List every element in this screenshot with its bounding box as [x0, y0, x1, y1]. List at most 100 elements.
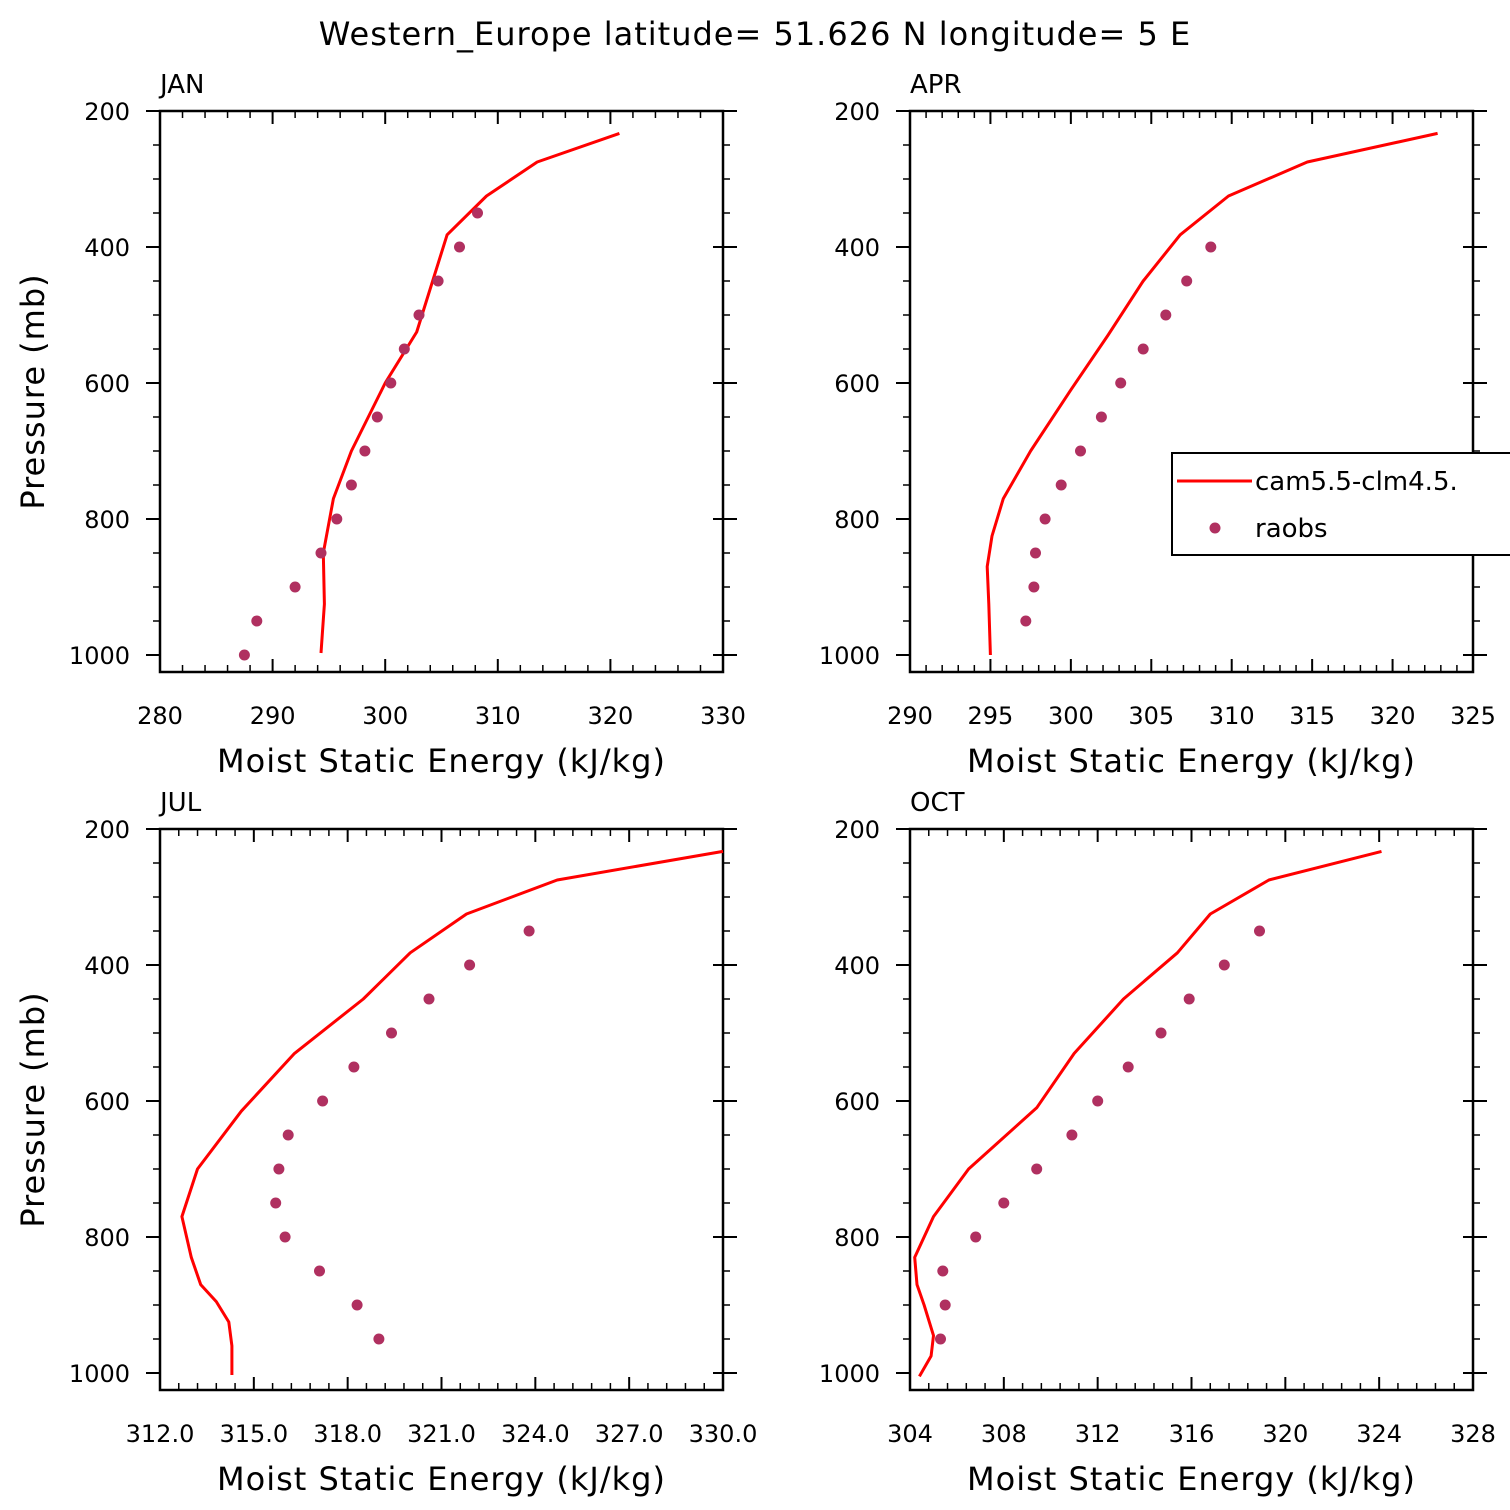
raobs-point — [998, 1197, 1010, 1209]
raobs-point — [398, 343, 410, 355]
raobs-point — [331, 513, 343, 525]
raobs-point — [270, 1197, 282, 1209]
x-tick-label: 330.0 — [689, 1420, 758, 1448]
panels-container: JAN 280 290 300 310 320 330 1000 800 600 400 200 Moi… — [14, 70, 1496, 1498]
raobs-point — [1030, 547, 1041, 559]
raobs-point — [939, 1299, 951, 1311]
raobs-point — [1055, 479, 1067, 491]
model-line — [985, 131, 1438, 656]
raobs-point — [523, 925, 535, 937]
raobs-point — [1039, 513, 1051, 525]
panel-jul: JUL 312.0 315.0 318.0 321.0 324.0 327.0 330.0 10… — [14, 788, 757, 1498]
x-tick-label: 310 — [1209, 702, 1255, 730]
x-tick-label: 290 — [887, 702, 933, 730]
panel-oct: OCT 304 308 312 316 320 324 328 1000 800 600 400 200… — [819, 788, 1496, 1498]
panel-label: JUL — [158, 788, 202, 818]
raobs-point — [373, 1333, 385, 1345]
x-axis-label: Moist Static Energy (kJ/kg) — [217, 1460, 666, 1498]
model-line — [913, 849, 1382, 1378]
raobs-point — [1218, 959, 1230, 971]
legend-box — [1171, 452, 1510, 556]
x-tick-label: 312.0 — [126, 1420, 195, 1448]
panel-label: JAN — [158, 70, 204, 100]
raobs-point — [385, 377, 397, 389]
raobs-point — [413, 309, 425, 321]
x-tick-label: 315.0 — [219, 1420, 288, 1448]
x-axis-label: Moist Static Energy (kJ/kg) — [217, 742, 666, 780]
plot-frame — [908, 109, 1475, 674]
panel-label: OCT — [910, 788, 965, 818]
raobs-point — [1095, 411, 1107, 423]
x-tick-label: 295 — [968, 702, 1014, 730]
raobs-point — [1031, 1163, 1043, 1175]
raobs-point — [970, 1231, 982, 1243]
y-tick-label: 200 — [84, 98, 130, 126]
y-tick-label: 800 — [834, 1224, 880, 1252]
raobs-point — [1028, 581, 1040, 593]
y-tick-label: 1000 — [69, 1360, 130, 1388]
raobs-point — [315, 547, 327, 559]
x-tick-label: 290 — [250, 702, 296, 730]
x-tick-label: 320 — [587, 702, 633, 730]
raobs-point — [464, 959, 476, 971]
raobs-point — [1254, 925, 1265, 937]
y-tick-label: 1000 — [819, 1360, 880, 1388]
y-tick-label: 400 — [84, 234, 130, 262]
raobs-point — [1092, 1095, 1104, 1107]
raobs-point — [348, 1061, 360, 1073]
x-axis-label: Moist Static Energy (kJ/kg) — [967, 742, 1416, 780]
raobs-point — [423, 993, 435, 1005]
x-tick-label: 300 — [1048, 702, 1094, 730]
raobs-point — [1122, 1061, 1134, 1073]
y-tick-label: 600 — [834, 1088, 880, 1116]
y-tick-label: 200 — [834, 816, 880, 844]
raobs-point — [282, 1129, 294, 1141]
raobs-point — [1137, 343, 1149, 355]
x-tick-label: 321.0 — [407, 1420, 476, 1448]
x-tick-label: 324.0 — [501, 1420, 570, 1448]
y-tick-label: 1000 — [819, 642, 880, 670]
figure-title: Western_Europe latitude= 51.626 N longit… — [319, 15, 1191, 53]
x-tick-label: 320 — [1370, 702, 1416, 730]
model-line — [180, 849, 724, 1375]
x-tick-label: 328 — [1450, 1420, 1496, 1448]
raobs-point — [273, 1163, 285, 1175]
y-tick-label: 1000 — [69, 642, 130, 670]
y-tick-label: 200 — [834, 98, 880, 126]
y-tick-label: 400 — [834, 234, 880, 262]
x-tick-label: 310 — [475, 702, 521, 730]
model-line — [319, 131, 620, 654]
plot-frame — [158, 109, 725, 674]
raobs-point — [345, 479, 357, 491]
raobs-point — [251, 615, 263, 627]
raobs-point — [1066, 1129, 1078, 1141]
raobs-point — [314, 1265, 325, 1277]
panel-label: APR — [910, 70, 962, 100]
legend-marker-swatch — [1209, 522, 1221, 534]
raobs-point — [289, 581, 301, 593]
raobs-point — [359, 445, 371, 457]
x-tick-label: 304 — [887, 1420, 933, 1448]
raobs-point — [386, 1027, 397, 1039]
x-tick-label: 312 — [1075, 1420, 1121, 1448]
x-tick-label: 300 — [362, 702, 408, 730]
raobs-point — [238, 649, 250, 661]
x-tick-label: 308 — [981, 1420, 1027, 1448]
y-tick-label: 600 — [834, 370, 880, 398]
raobs-point — [1020, 615, 1032, 627]
x-axis-label: Moist Static Energy (kJ/kg) — [967, 1460, 1416, 1498]
raobs-point — [279, 1231, 291, 1243]
y-tick-label: 200 — [84, 816, 130, 844]
y-tick-label: 800 — [834, 506, 880, 534]
legend: cam5.5-clm4.5. raobs — [1171, 452, 1510, 556]
raobs-point — [454, 241, 465, 253]
x-tick-label: 316 — [1169, 1420, 1215, 1448]
x-tick-label: 327.0 — [595, 1420, 664, 1448]
y-axis-label: Pressure (mb) — [14, 273, 52, 509]
y-tick-label: 600 — [84, 1088, 130, 1116]
x-tick-label: 315 — [1289, 702, 1335, 730]
raobs-point — [937, 1265, 949, 1277]
raobs-point — [1160, 309, 1172, 321]
